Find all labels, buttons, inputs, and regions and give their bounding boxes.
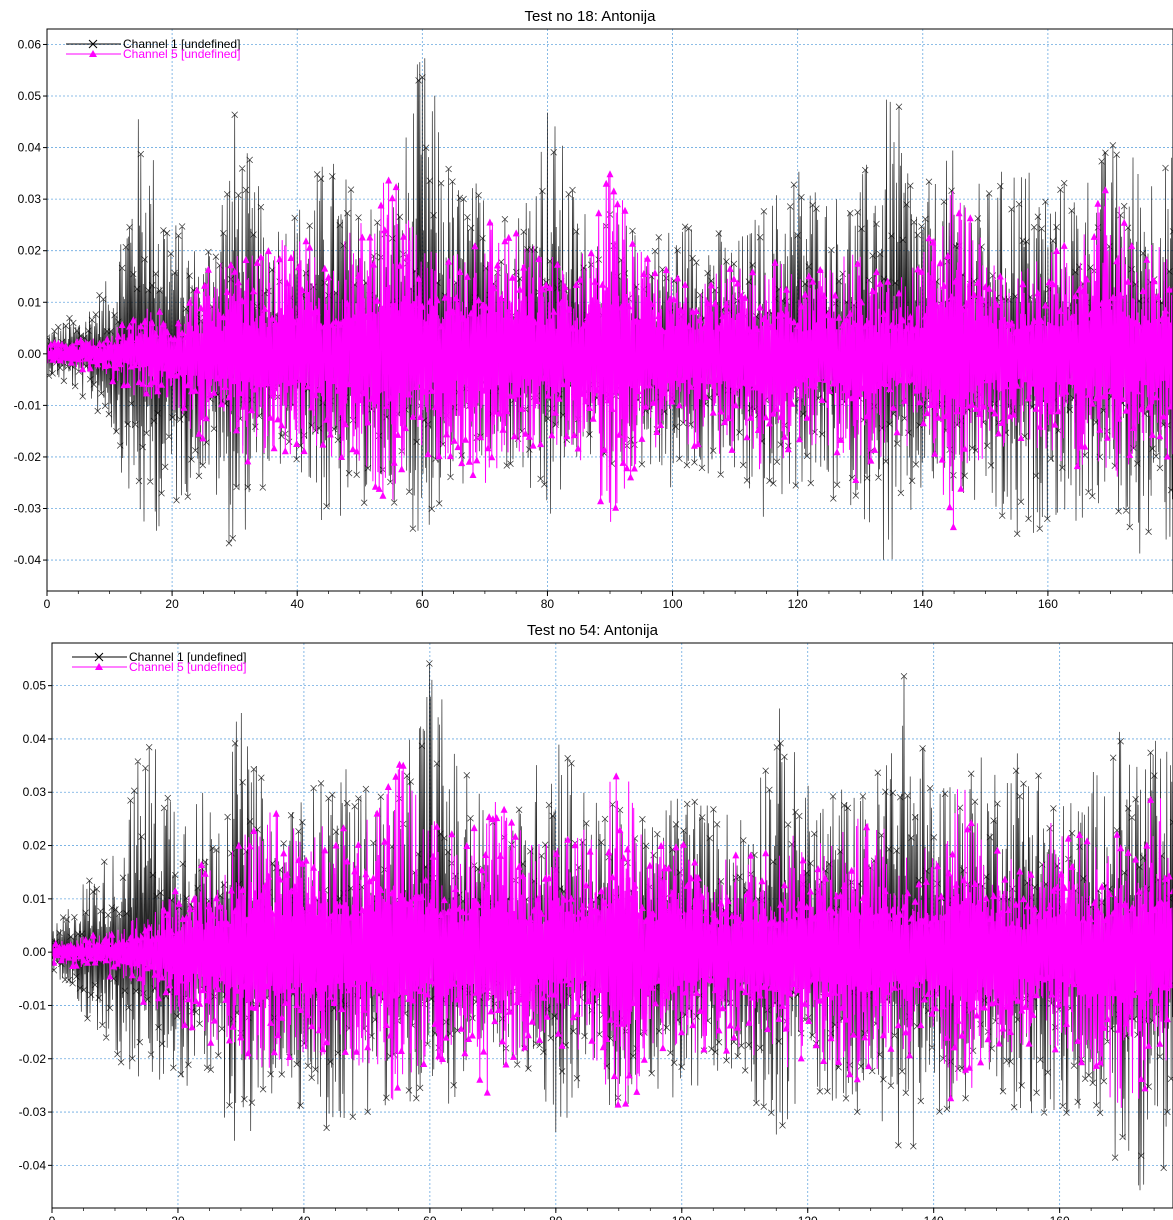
y-tick-label: 0.02 — [23, 839, 47, 853]
y-tick-label: -0.01 — [14, 398, 42, 412]
legend-label: Channel 1 [undefined] — [129, 650, 246, 664]
x-tick-label: 0 — [49, 1214, 56, 1220]
chart-bottom: Test no 54: Antonija 0 20 40 60 80 100 120 140 16… — [19, 622, 1173, 1220]
chart-title: Test no 18: Antonija — [525, 8, 657, 25]
series-line — [47, 174, 1173, 528]
plot-area — [47, 58, 1173, 560]
y-tick-label: -0.04 — [19, 1158, 47, 1172]
x-tick-label: 80 — [549, 1214, 563, 1220]
y-tick-label: 0.00 — [23, 945, 47, 959]
y-tick-label: -0.03 — [14, 502, 42, 516]
y-tick-label: -0.04 — [14, 553, 42, 567]
y-tick-label: -0.03 — [19, 1105, 47, 1119]
legend-marker-x — [88, 39, 98, 49]
chart-panel-top: Test no 18: Antonija 0 20 40 60 80 100 120 140 16… — [14, 8, 1173, 610]
y-axis: -0.04 -0.03 -0.02 -0.01 0.00 0.01 0.02 0.03 0.04… — [19, 679, 52, 1172]
series-channel-5 — [47, 170, 1173, 531]
x-tick-label: 120 — [798, 1214, 818, 1220]
x-axis: 0 20 40 60 80 100 120 140 160 — [44, 591, 1173, 610]
legend-marker-x — [94, 652, 104, 662]
x-tick-label: 80 — [541, 597, 555, 610]
x-tick-label: 120 — [788, 597, 808, 610]
x-tick-label: 60 — [423, 1214, 437, 1220]
legend: Channel 1 [undefined]Channel 5 [undefine… — [72, 650, 246, 674]
y-tick-label: 0.00 — [18, 347, 42, 361]
series-channel-5 — [52, 760, 1173, 1108]
chart-title: Test no 54: Antonija — [527, 622, 659, 639]
x-tick-label: 100 — [663, 597, 683, 610]
y-tick-label: 0.04 — [18, 141, 42, 155]
legend-label: Channel 5 [undefined] — [129, 660, 246, 674]
x-tick-label: 140 — [924, 1214, 944, 1220]
plot-frame — [51, 642, 1173, 1209]
y-tick-label: 0.01 — [23, 892, 47, 906]
x-tick-label: 160 — [1038, 597, 1058, 610]
y-tick-label: 0.05 — [18, 89, 42, 103]
chart-top: Test no 18: Antonija 0 20 40 60 80 100 120 140 16… — [14, 8, 1173, 610]
legend-label: Channel 5 [undefined] — [123, 47, 240, 61]
y-tick-label: 0.05 — [23, 679, 47, 693]
y-tick-label: -0.01 — [19, 998, 47, 1012]
x-tick-label: 20 — [165, 597, 179, 610]
x-tick-label: 160 — [1050, 1214, 1070, 1220]
legend-marker-triangle — [95, 663, 103, 670]
y-tick-label: 0.03 — [18, 192, 42, 206]
y-tick-label: 0.02 — [18, 244, 42, 258]
y-tick-label: 0.04 — [23, 732, 47, 746]
x-tick-label: 40 — [297, 1214, 311, 1220]
y-tick-label: 0.06 — [18, 37, 42, 51]
chart-panel-bottom: Test no 54: Antonija 0 20 40 60 80 100 120 140 16… — [0, 610, 1173, 1220]
x-axis: 0 20 40 60 80 100 120 140 160 — [49, 1208, 1155, 1220]
y-tick-label: 0.01 — [18, 295, 42, 309]
x-tick-label: 0 — [44, 597, 51, 610]
y-tick-label: -0.02 — [14, 450, 42, 464]
y-tick-label: 0.03 — [23, 785, 47, 799]
plot-area — [52, 660, 1173, 1191]
legend-label: Channel 1 [undefined] — [123, 37, 240, 51]
legend-marker-triangle — [89, 50, 97, 57]
legend: Channel 1 [undefined]Channel 5 [undefine… — [66, 37, 240, 61]
x-tick-label: 60 — [416, 597, 430, 610]
x-tick-label: 140 — [913, 597, 933, 610]
x-tick-label: 100 — [672, 1214, 692, 1220]
x-tick-label: 20 — [171, 1214, 185, 1220]
y-tick-label: -0.02 — [19, 1052, 47, 1066]
x-tick-label: 40 — [291, 597, 305, 610]
y-axis: -0.04 -0.03 -0.02 -0.01 0.00 0.01 0.02 0.03 0.04… — [14, 37, 47, 567]
